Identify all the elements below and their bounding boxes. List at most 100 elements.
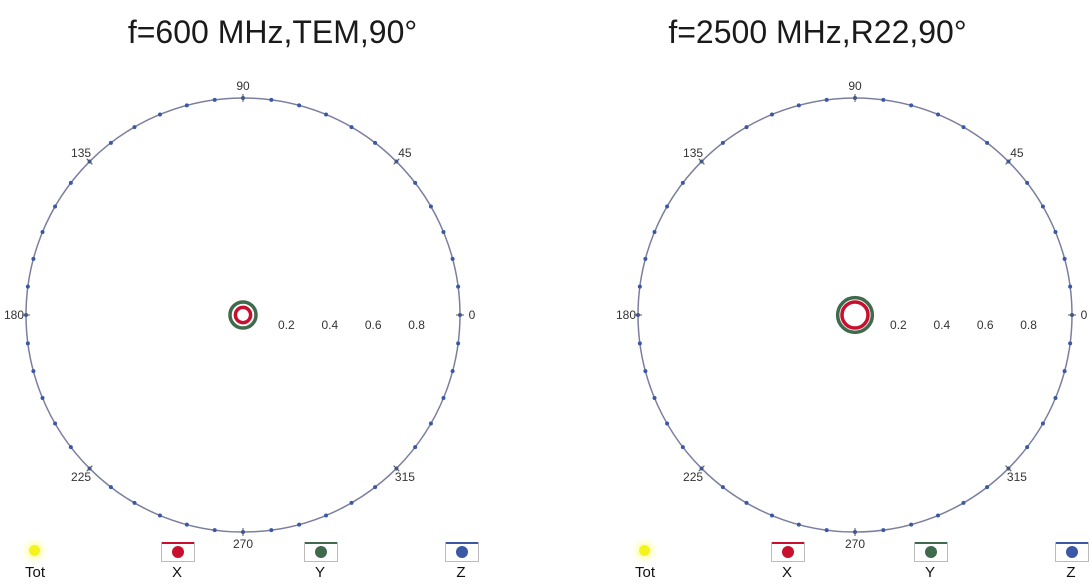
angle-label: 180	[616, 308, 636, 322]
series-z-point	[184, 522, 189, 527]
series-z-point	[413, 180, 418, 185]
angle-tick	[86, 158, 93, 165]
series-z-point	[108, 485, 113, 490]
angle-label: 135	[71, 146, 91, 160]
polar-plot-svg: 0 45 90 135 180 225 270 315 0.2 0.4 0.6 0.8	[4, 79, 476, 551]
angle-label: 270	[845, 537, 865, 551]
series-z-point	[40, 396, 45, 401]
legend-label: Tot	[24, 564, 45, 581]
legend-x[interactable]: X	[767, 540, 807, 584]
series-z-point	[680, 445, 685, 450]
angle-label: 45	[1010, 146, 1024, 160]
series-z-point	[212, 528, 217, 533]
series-z-point	[961, 500, 966, 505]
series-x-trace	[840, 300, 870, 330]
series-z-point	[1053, 396, 1058, 401]
series-z-point	[456, 284, 461, 289]
radial-tick-label: 0.2	[890, 318, 907, 332]
series-z-point	[53, 204, 58, 209]
angle-label: 225	[683, 470, 703, 484]
angle-tick	[698, 465, 705, 472]
series-z-point	[769, 513, 774, 518]
legend-x[interactable]: X	[157, 540, 197, 584]
legend-tot-marker	[639, 545, 650, 556]
legend-z[interactable]: Z	[1051, 540, 1090, 584]
legend-x-marker	[161, 542, 195, 562]
legend-x-marker	[771, 542, 805, 562]
legend-y-marker	[914, 542, 948, 562]
series-z-point	[881, 97, 886, 102]
angle-label: 270	[233, 537, 253, 551]
series-z-point	[1062, 369, 1067, 374]
series-z-point	[985, 485, 990, 490]
series-z-point	[349, 125, 354, 130]
series-z-point	[184, 103, 189, 108]
legend-y-marker	[304, 542, 338, 562]
series-z-point	[456, 341, 461, 346]
angle-label: 180	[4, 308, 24, 322]
legend-y[interactable]: Y	[910, 540, 950, 584]
series-z-point	[31, 369, 36, 374]
series-z-point	[108, 140, 113, 145]
radial-tick-label: 0.4	[321, 318, 338, 332]
series-z-point	[269, 97, 274, 102]
legend-label: Tot	[634, 564, 655, 581]
angle-tick	[1005, 158, 1012, 165]
series-z-point	[824, 97, 829, 102]
series-z-point	[1068, 284, 1073, 289]
series-z-point	[720, 485, 725, 490]
series-z-point	[1025, 445, 1030, 450]
series-z-point	[637, 284, 642, 289]
legend-label: Y	[924, 564, 935, 581]
series-z-point	[1025, 180, 1030, 185]
series-z-point	[1062, 256, 1067, 261]
series-z-point	[25, 341, 30, 346]
series-z-point	[31, 256, 36, 261]
series-z-point	[744, 500, 749, 505]
angle-tick	[393, 158, 400, 165]
legend-label: Z	[456, 564, 466, 581]
legend-tot-marker	[29, 545, 40, 556]
series-z-point	[744, 125, 749, 130]
series-z-point	[643, 256, 648, 261]
legend-y[interactable]: Y	[300, 540, 340, 584]
series-z-point	[441, 229, 446, 234]
series-z-point	[428, 421, 433, 426]
angle-label: 90	[236, 79, 250, 93]
series-z-point	[961, 125, 966, 130]
angle-label: 90	[848, 79, 862, 93]
radial-tick-label: 0.8	[1020, 318, 1037, 332]
series-z-point	[643, 369, 648, 374]
series-z-point	[1040, 421, 1045, 426]
polar-chart-left: f=600 MHz,TEM,90° 0 45 90 135 180 225 270 315 0.…	[4, 14, 481, 584]
series-z-point	[652, 396, 657, 401]
legend-tot[interactable]: Tot	[625, 540, 665, 584]
legend-tot[interactable]: Tot	[15, 540, 55, 584]
radial-tick-label: 0.8	[408, 318, 425, 332]
series-z-point	[720, 140, 725, 145]
series-z-point	[985, 140, 990, 145]
series-z-point	[665, 421, 670, 426]
series-z-point	[40, 229, 45, 234]
series-z-point	[796, 103, 801, 108]
series-z-point	[269, 528, 274, 533]
legend-label: Z	[1066, 564, 1076, 581]
legend-label: X	[781, 564, 792, 581]
series-z-point	[68, 445, 73, 450]
series-z-point	[132, 500, 137, 505]
series-z-point	[157, 513, 162, 518]
angle-label: 315	[1007, 470, 1027, 484]
series-z-point	[349, 500, 354, 505]
series-y-trace	[228, 300, 258, 330]
series-z-point	[824, 528, 829, 533]
series-z-point	[665, 204, 670, 209]
series-z-point	[324, 513, 329, 518]
series-z-point	[297, 103, 302, 108]
series-z-point	[796, 522, 801, 527]
series-z-point	[909, 522, 914, 527]
legend-z[interactable]: Z	[441, 540, 481, 584]
series-z-point	[1068, 341, 1073, 346]
series-z-point	[1040, 204, 1045, 209]
radial-tick-label: 0.2	[278, 318, 295, 332]
series-z-point	[428, 204, 433, 209]
